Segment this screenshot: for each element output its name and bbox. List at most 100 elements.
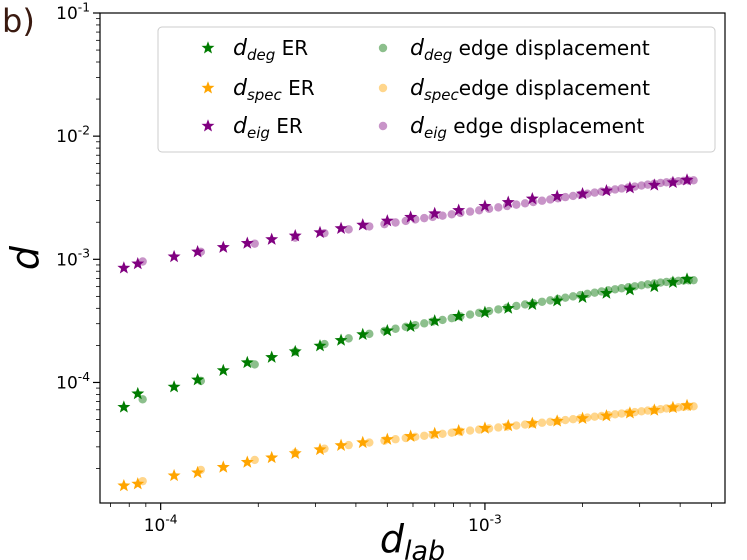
star-point [216, 460, 230, 473]
circle-point [610, 185, 620, 194]
star-point [380, 432, 394, 445]
star-point [452, 309, 466, 322]
legend: ddeg ER dspec ER deig ER ddeg edge displace… [157, 26, 716, 153]
circle-point [438, 429, 447, 438]
plot-frame [99, 12, 726, 504]
star-point [501, 301, 515, 314]
circle-point [420, 213, 429, 223]
star-point [478, 305, 492, 318]
star-point [550, 189, 564, 202]
star-point [501, 418, 515, 432]
legend-label: ddeg edge displacement [410, 36, 650, 64]
circle-point [590, 412, 599, 421]
circle-point [520, 420, 530, 429]
star-point [131, 256, 145, 270]
star-point [117, 478, 131, 492]
axis-labels: dlab d [3, 245, 445, 560]
circle-point [391, 218, 400, 227]
circle-point [546, 417, 555, 427]
circle-point [438, 211, 447, 220]
star-point [265, 350, 279, 363]
star-point [576, 187, 590, 200]
legend-label: deig edge displacement [410, 114, 645, 142]
star-point [191, 465, 205, 479]
star-point [167, 468, 181, 482]
circle-point [637, 281, 646, 290]
circle-point [465, 426, 475, 435]
star-point [428, 206, 442, 220]
star-point [117, 261, 131, 274]
legend-entry: dspec ER [201, 76, 315, 104]
star-point [334, 438, 348, 451]
circle-point [568, 191, 578, 201]
circle-point [590, 288, 599, 297]
star-point [380, 323, 394, 337]
series-d-deg-edge-displacement [138, 275, 698, 404]
circle-point [391, 324, 400, 333]
y-tick-label: 10-2 [56, 124, 90, 148]
circle-point [447, 313, 456, 323]
star-point [404, 429, 418, 442]
circle-point [610, 410, 620, 419]
star-point [428, 314, 442, 327]
circle-point [344, 334, 353, 343]
circle-point [447, 428, 456, 437]
circle-point [474, 206, 484, 215]
star-point [599, 183, 613, 197]
star-point [167, 380, 181, 393]
circle-point [561, 415, 570, 425]
star-point [191, 373, 205, 386]
star-point [680, 398, 694, 411]
tick-labels: 10-4 10-3 10-4 10-3 10-2 10-1 [56, 0, 502, 536]
star-point [647, 279, 661, 293]
star-point [666, 400, 680, 414]
star-point [452, 424, 466, 437]
circle-point [590, 188, 599, 197]
circle-point [643, 280, 653, 289]
circle-point [391, 435, 400, 444]
star-point [265, 450, 279, 464]
circle-point [617, 284, 626, 293]
circle-point [537, 418, 547, 427]
circle-point [617, 409, 626, 418]
legend-circle-marker [378, 83, 388, 93]
circle-point [643, 180, 653, 189]
legend-label: dspec ER [233, 76, 315, 104]
legend-label: dspecedge displacement [410, 76, 650, 104]
star-point [550, 294, 564, 307]
star-point [131, 477, 145, 490]
panel-label: b) [2, 2, 35, 40]
legend-entry: deig ER [201, 114, 303, 142]
y-tick-label: 10-1 [56, 0, 90, 24]
series-d-deg-er [117, 272, 694, 413]
star-point [666, 275, 680, 288]
star-point [576, 411, 590, 424]
circle-point [537, 196, 547, 205]
star-point [191, 245, 205, 258]
circle-point [617, 184, 626, 193]
star-point [623, 406, 637, 419]
star-point [647, 403, 661, 416]
star-point [623, 181, 637, 194]
series-d-eig-edge-displacement [138, 176, 698, 266]
star-point [167, 249, 181, 263]
legend-star-marker [201, 119, 215, 132]
circle-point [662, 178, 671, 187]
circle-point [520, 300, 530, 309]
circle-point [494, 305, 503, 314]
circle-point [637, 181, 646, 190]
x-tick-label: 10-4 [144, 512, 178, 536]
circle-point [512, 301, 521, 311]
legend-entry: deig edge displacement [378, 114, 645, 142]
star-point [623, 283, 637, 296]
series-d-eig-er [117, 173, 694, 274]
circle-point [689, 176, 698, 185]
star-point [501, 195, 515, 208]
star-point [550, 414, 564, 427]
circle-point [344, 225, 353, 234]
star-point [525, 297, 539, 310]
star-point [404, 210, 418, 223]
star-point [599, 409, 613, 422]
star-point [647, 178, 661, 191]
